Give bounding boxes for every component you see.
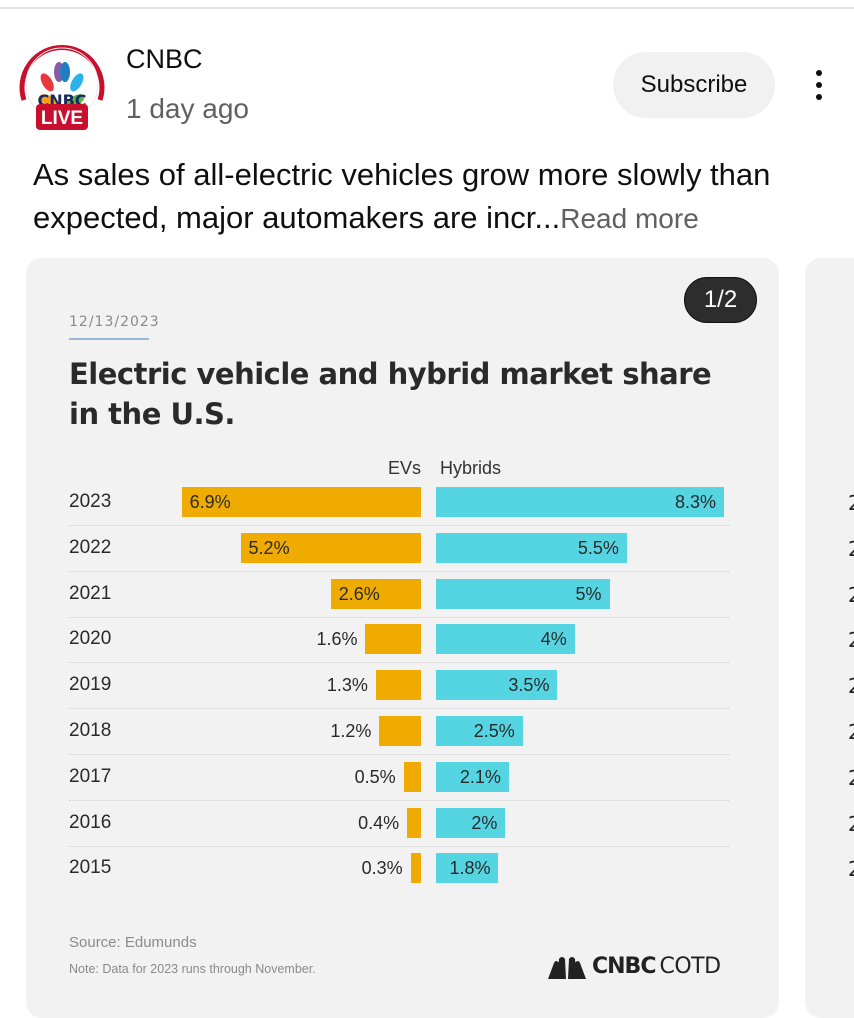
hybrid-bar — [436, 716, 523, 746]
post-header: CNBC LIVE CNBC 1 day ago Subscribe — [0, 0, 854, 140]
hybrid-value-label: 2% — [471, 812, 498, 833]
row-separator — [69, 525, 729, 526]
peek-year-fragment: 2 — [848, 583, 854, 607]
ev-bar — [379, 716, 421, 746]
row-separator — [69, 662, 729, 664]
hybrid-value-label: 3.5% — [508, 675, 550, 696]
hybrid-bar — [436, 624, 575, 655]
hybrid-value-label: 2.1% — [459, 766, 501, 787]
brand-cotd: COTD — [659, 954, 721, 979]
ev-bar — [375, 670, 421, 701]
year-label: 2015 — [69, 857, 112, 879]
ev-bar — [240, 532, 421, 563]
legend-evs: EVs — [387, 458, 421, 478]
ev-bar — [410, 853, 421, 884]
dot — [816, 94, 822, 100]
peek-year-fragment: 2 — [848, 812, 854, 836]
hybrid-value-label: 2.5% — [473, 721, 515, 741]
ev-value-label: 0.3% — [361, 858, 403, 879]
chart-date: 12/13/2023 — [69, 314, 160, 330]
ev-value-label: 1.6% — [316, 629, 358, 650]
hybrid-value-label: 4% — [540, 629, 567, 650]
next-card-peek[interactable]: 2 2 2 2 2 2 2 2 2 — [805, 258, 854, 1018]
ev-bar — [407, 807, 421, 838]
bar-chart: 2023 6.9% 8.3% 2022 5.2% 5.5% 2021 2.6% 5% 2020 1.… — [26, 258, 779, 1018]
peek-year-fragment: 2 — [848, 766, 854, 790]
peek-year-fragment: 2 — [848, 674, 854, 698]
ev-value-label: 1.2% — [330, 721, 372, 741]
year-label: 2019 — [69, 674, 112, 696]
chart-source: Source: Edumunds — [69, 934, 197, 951]
hybrid-bar — [436, 807, 506, 838]
ev-bar — [330, 578, 421, 609]
subscribe-button[interactable]: Subscribe — [613, 52, 775, 118]
year-label: 2020 — [69, 628, 112, 650]
post-timestamp: 1 day ago — [126, 93, 249, 124]
peek-year-fragment: 2 — [848, 857, 854, 881]
peek-year-fragment: 2 — [848, 628, 854, 652]
dot — [816, 70, 822, 76]
channel-name[interactable]: CNBC — [126, 44, 203, 74]
peacock-icon — [548, 956, 586, 979]
post-body: As sales of all-electric vehicles grow m… — [33, 157, 771, 235]
post-text: As sales of all-electric vehicles grow m… — [33, 153, 833, 240]
ev-bar — [181, 487, 421, 517]
year-label: 2022 — [69, 536, 112, 558]
hybrid-bar — [436, 487, 724, 517]
peek-year-fragment: 2 — [848, 491, 854, 515]
ev-bar — [365, 624, 421, 655]
hybrid-bar — [436, 532, 627, 563]
image-card[interactable]: 1/2 12/13/2023 Electric vehicle and hybr… — [26, 258, 779, 1018]
channel-avatar[interactable]: CNBC LIVE — [14, 38, 110, 134]
chart-title: Electric vehicle and hybrid market share… — [69, 357, 712, 431]
ev-value-label: 1.3% — [326, 675, 368, 696]
ev-value-label: 0.4% — [358, 812, 400, 833]
year-label: 2017 — [69, 765, 112, 787]
year-label: 2016 — [69, 811, 112, 833]
ev-value-label: 0.5% — [354, 766, 396, 787]
ev-value-label: 5.2% — [248, 537, 290, 558]
row-separator — [69, 570, 729, 572]
legend-hybrids: Hybrids — [440, 458, 502, 478]
peek-year-fragment: 2 — [848, 720, 854, 744]
hybrid-bar — [436, 670, 558, 701]
carousel-counter: 1/2 — [684, 277, 757, 323]
row-separator — [69, 845, 729, 847]
ev-bar — [403, 761, 421, 792]
ev-value-label: 6.9% — [189, 492, 231, 512]
more-vert-icon[interactable] — [804, 66, 834, 104]
peek-year-fragment: 2 — [848, 537, 854, 561]
hybrid-bar — [436, 578, 610, 609]
hybrid-bar — [436, 853, 499, 884]
row-separator — [69, 616, 729, 618]
chart-note: Note: Data for 2023 runs through Novembe… — [69, 962, 316, 976]
top-divider — [0, 7, 854, 9]
dot — [816, 82, 822, 88]
cnbc-live-logo-icon: CNBC LIVE — [18, 40, 106, 130]
cnbc-cotd-logo: CNBC COTD — [546, 954, 721, 979]
hybrid-value-label: 5.5% — [577, 537, 619, 558]
row-separator — [69, 708, 729, 710]
hybrid-value-label: 8.3% — [674, 492, 717, 512]
row-separator — [69, 754, 729, 755]
hybrid-bar — [436, 761, 509, 792]
year-label: 2023 — [69, 491, 112, 512]
read-more-link[interactable]: Read more — [560, 203, 699, 234]
ev-value-label: 2.6% — [338, 583, 380, 604]
live-badge: LIVE — [41, 108, 83, 129]
date-underline — [69, 338, 149, 340]
year-label: 2018 — [69, 720, 112, 741]
hybrid-value-label: 1.8% — [449, 858, 491, 879]
year-label: 2021 — [69, 582, 112, 604]
brand-cnbc: CNBC — [592, 954, 656, 979]
row-separator — [69, 799, 729, 801]
hybrid-value-label: 5% — [575, 583, 602, 604]
